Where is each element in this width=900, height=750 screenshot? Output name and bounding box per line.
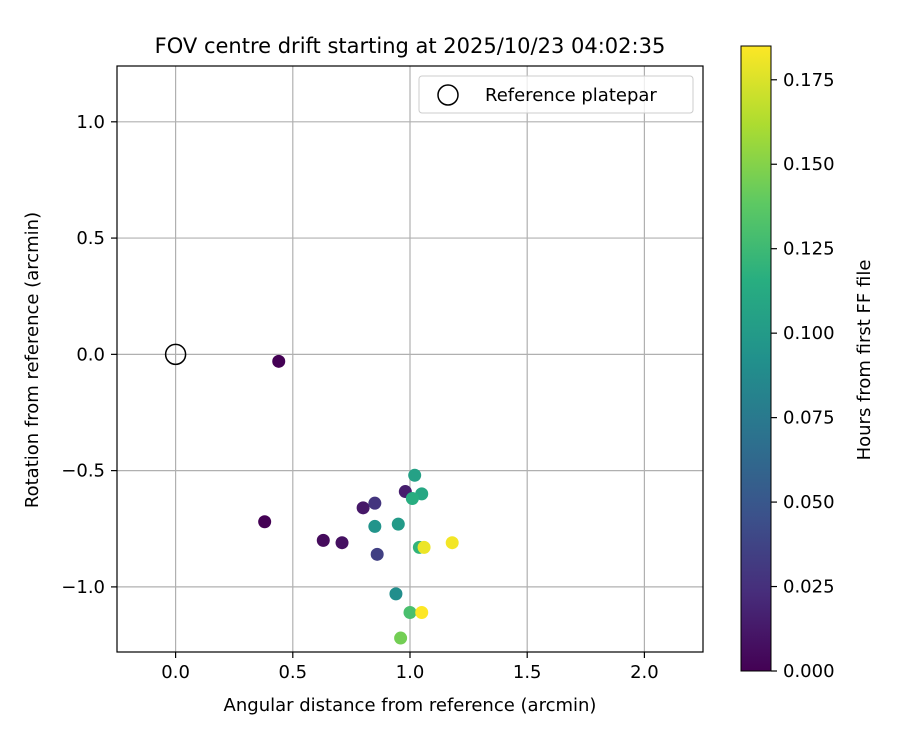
- legend-box: [418, 75, 694, 114]
- colorbar-tick-label: 0.150: [783, 154, 835, 175]
- colorbar: 0.000 0.025 0.050 0.075 0.100 0.125 0.150 0.175…: [740, 45, 875, 682]
- data-point: [316, 533, 330, 547]
- data-point: [405, 492, 419, 506]
- chart-title: FOV centre drift starting at 2025/10/23 …: [155, 34, 666, 58]
- colorbar-tick-label: 0.050: [783, 492, 835, 513]
- legend-reference-marker: [437, 84, 459, 106]
- axis-ticks: 0.0 0.5 1.0 1.5 2.0 −1.0 −0.5 0.0 0.5 1.0: [61, 112, 658, 683]
- x-tick-label: 2.0: [630, 662, 659, 683]
- legend-entry-reference-platepar: Reference platepar: [485, 85, 657, 106]
- colorbar-tick-label: 0.100: [783, 323, 835, 344]
- data-point: [408, 468, 422, 482]
- x-tick-label: 0.5: [278, 662, 307, 683]
- y-tick-label: −1.0: [61, 577, 105, 598]
- x-tick-label: 0.0: [161, 662, 190, 683]
- y-tick-label: 0.0: [76, 344, 105, 365]
- data-point: [403, 605, 417, 619]
- data-point: [391, 517, 405, 531]
- y-tick-label: 0.5: [76, 228, 105, 249]
- scatter-points: [164, 343, 459, 645]
- data-point: [445, 536, 459, 550]
- data-point: [272, 354, 286, 368]
- data-point: [394, 631, 408, 645]
- data-point: [389, 587, 403, 601]
- data-point: [415, 605, 429, 619]
- y-tick-label: −0.5: [61, 461, 105, 482]
- grid-lines: [117, 66, 703, 652]
- data-point: [368, 519, 382, 533]
- colorbar-tick-label: 0.000: [783, 661, 835, 682]
- colorbar-gradient: [740, 45, 772, 672]
- colorbar-ticks: 0.000 0.025 0.050 0.075 0.100 0.125 0.150 0.175: [771, 70, 835, 682]
- data-point: [335, 536, 349, 550]
- y-tick-label: 1.0: [76, 112, 105, 133]
- colorbar-tick-label: 0.025: [783, 577, 835, 598]
- colorbar-tick-label: 0.075: [783, 408, 835, 429]
- colorbar-tick-label: 0.125: [783, 239, 835, 260]
- x-tick-label: 1.0: [396, 662, 425, 683]
- x-axis-label: Angular distance from reference (arcmin): [224, 695, 597, 716]
- colorbar-tick-label: 0.175: [783, 70, 835, 91]
- data-point: [258, 515, 272, 529]
- legend: Reference platepar: [418, 75, 694, 114]
- y-axis-label: Rotation from reference (arcmin): [22, 212, 43, 508]
- data-point: [356, 501, 370, 515]
- colorbar-label: Hours from first FF file: [854, 260, 875, 461]
- reference-platepar-marker: [164, 343, 187, 366]
- x-tick-label: 1.5: [513, 662, 542, 683]
- data-point: [368, 496, 382, 510]
- data-point: [417, 540, 431, 554]
- data-point: [370, 547, 384, 561]
